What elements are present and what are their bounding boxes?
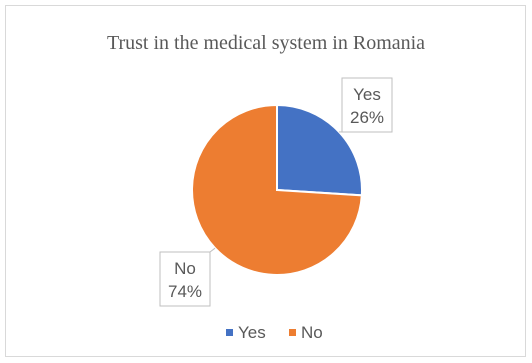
legend-swatch bbox=[289, 329, 296, 336]
data-labels: Yes 26% No 74% bbox=[159, 77, 393, 307]
leader-line bbox=[209, 247, 216, 253]
legend: Yes No bbox=[226, 323, 323, 342]
pie-slices bbox=[191, 103, 363, 276]
data-label-value: 74% bbox=[168, 282, 202, 301]
data-label-category: No bbox=[174, 259, 196, 278]
legend-swatch bbox=[226, 329, 233, 336]
data-label-box bbox=[341, 77, 393, 133]
data-label-value: 26% bbox=[350, 108, 384, 127]
data-label-category: Yes bbox=[353, 85, 381, 104]
data-label-box bbox=[159, 251, 211, 307]
legend-entry-yes: Yes bbox=[226, 323, 266, 342]
data-label-yes: Yes 26% bbox=[338, 77, 393, 133]
chart-title: Trust in the medical system in Romania bbox=[106, 32, 426, 54]
legend-label: Yes bbox=[238, 323, 266, 342]
legend-entry-no: No bbox=[289, 323, 323, 342]
pie-slice-yes bbox=[276, 103, 363, 197]
data-label-no: No 74% bbox=[159, 247, 216, 307]
legend-label: No bbox=[301, 323, 323, 342]
